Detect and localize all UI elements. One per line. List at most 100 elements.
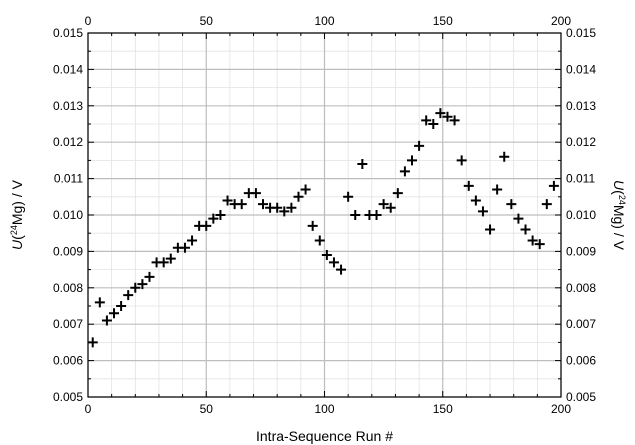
data-point [477,206,488,217]
y-tick-label-right: 0.009 [566,244,596,258]
data-point [201,220,212,231]
data-point [442,111,453,122]
data-point [123,290,134,301]
data-point [222,195,233,206]
data-point [208,213,219,224]
y-axis-label-left-rest: Mg) / V [9,179,25,225]
data-point [286,202,297,213]
data-point [421,115,432,126]
data-point [215,210,226,220]
x-tick-label-bottom: 50 [200,402,214,416]
y-axis-label-right: U(24Mg) / V [611,180,627,251]
data-point [307,220,318,231]
data-point [321,250,332,261]
y-tick-label-left: 0.012 [53,135,83,149]
y-tick-label-right: 0.012 [566,135,596,149]
y-tick-label-left: 0.008 [53,281,83,295]
data-point [371,210,382,220]
x-tick-label-bottom: 200 [551,402,571,416]
y-tick-label-right: 0.006 [566,354,596,368]
y-axis-label-left-symbol: U [9,239,25,250]
y-axis-label-right-open: ( [611,190,627,195]
y-tick-label-left: 0.006 [53,354,83,368]
data-point [520,224,531,235]
data-point [378,199,389,210]
data-point [527,235,538,246]
y-axis-label-left-open: ( [9,235,25,240]
data-point [414,140,425,151]
y-tick-label-left: 0.013 [53,99,83,113]
y-tick-label-right: 0.015 [566,26,596,40]
y-tick-label-left: 0.009 [53,244,83,258]
data-point [407,155,418,166]
x-tick-label-bottom: 150 [433,402,453,416]
data-point [449,115,460,126]
y-tick-label-left: 0.015 [53,26,83,40]
data-point [506,199,517,210]
data-point [343,191,354,202]
data-point [272,202,283,213]
data-point [250,188,261,199]
data-points [87,108,559,348]
grid [87,32,562,398]
x-tick-label-top: 150 [433,14,453,28]
data-point [293,191,304,202]
y-tick-label-right: 0.013 [566,99,596,113]
data-point [470,195,481,206]
y-tick-label-right: 0.005 [566,390,596,404]
data-point [357,159,368,170]
x-tick-label-top: 0 [85,14,92,28]
data-point [463,180,474,191]
y-tick-label-left: 0.011 [54,172,83,186]
data-point [187,235,198,246]
x-tick-label-bottom: 100 [314,402,334,416]
data-point [87,337,98,348]
data-point [101,315,112,326]
data-point [492,184,503,195]
data-point [144,271,155,282]
data-point [137,279,148,290]
data-point [350,210,361,220]
plot-frame [87,32,562,398]
data-point [435,108,446,119]
y-tick-label-left: 0.007 [53,317,83,331]
y-tick-label-right: 0.011 [566,172,595,186]
data-point [130,282,141,293]
data-point [399,166,410,177]
data-point [328,257,339,268]
data-point [428,119,439,129]
y-tick-label-left: 0.010 [53,208,83,222]
x-tick-label-top: 50 [200,14,214,28]
data-point [392,188,403,199]
data-point [513,213,524,224]
y-axis-label-right-symbol: U [611,180,627,191]
data-point [534,239,545,250]
x-tick-label-top: 200 [551,14,571,28]
y-axis-label-left: U(24Mg) / V [9,179,25,250]
data-point [179,242,190,253]
data-point [485,224,496,235]
data-point [456,155,467,166]
x-tick-label-bottom: 0 [85,402,92,416]
y-tick-label-left: 0.014 [53,62,83,76]
data-point [116,301,127,311]
data-point [548,180,559,191]
data-point [336,264,347,275]
data-point [541,199,552,210]
data-point [158,257,169,268]
y-axis-label-left-superscript: 24 [9,225,19,235]
data-point [236,199,247,210]
y-tick-label-right: 0.007 [566,317,596,331]
y-tick-label-left: 0.005 [53,390,83,404]
x-tick-label-top: 100 [314,14,334,28]
data-point [385,202,396,213]
y-tick-label-right: 0.014 [566,62,596,76]
data-point [279,206,290,217]
y-axis-label-right-superscript: 24 [617,195,627,205]
y-tick-label-right: 0.010 [566,208,596,222]
y-axis-label-right-rest: Mg) / V [611,205,627,251]
data-point [314,235,325,246]
data-point [258,199,269,210]
